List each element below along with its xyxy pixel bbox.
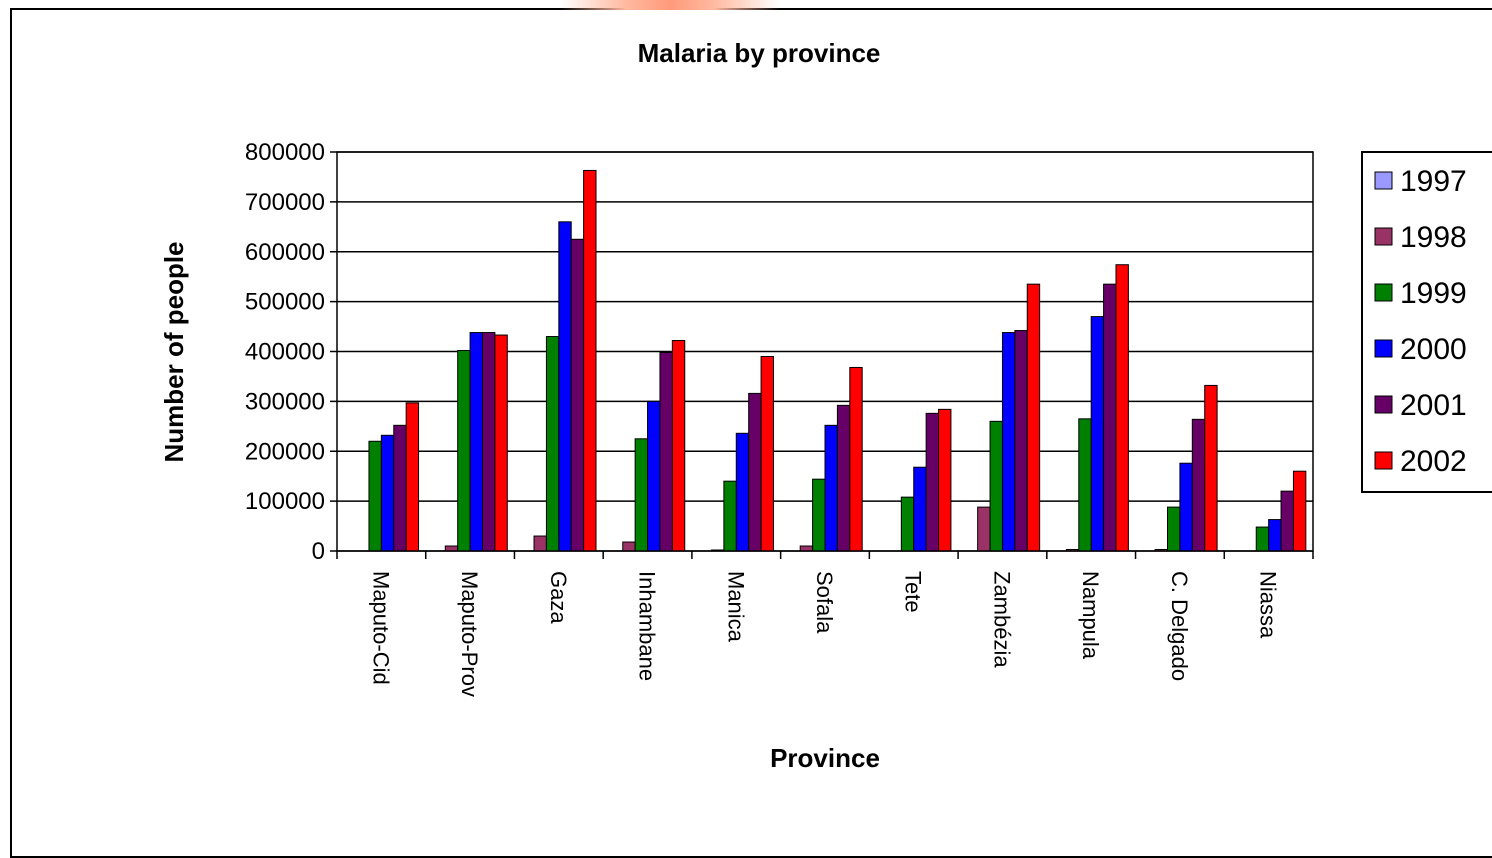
x-tick-label: C. Delgado xyxy=(1167,571,1192,681)
x-axis-label: Province xyxy=(770,743,880,773)
legend-swatch-2000 xyxy=(1374,339,1393,358)
bar-2002 xyxy=(849,366,863,552)
bar-2002 xyxy=(671,340,686,552)
bar-2001 xyxy=(393,424,407,552)
y-tick-label: 0 xyxy=(312,538,325,565)
bar-1998 xyxy=(533,535,547,552)
bar-2000 xyxy=(558,221,572,552)
bar-2001 xyxy=(659,351,673,552)
x-tick-label: Gaza xyxy=(546,571,571,624)
x-tick-label: Nampula xyxy=(1078,571,1103,660)
bar-2000 xyxy=(1268,519,1282,552)
bar-2002 xyxy=(1204,384,1218,552)
bar-2000 xyxy=(735,432,750,552)
y-tick-label: 800000 xyxy=(245,139,325,166)
legend-label-2002: 2002 xyxy=(1400,445,1467,478)
bar-2001 xyxy=(748,392,762,552)
legend-swatch-1997 xyxy=(1374,171,1393,190)
bar-2002 xyxy=(405,402,420,552)
bar-2000 xyxy=(469,332,483,552)
bar-1999 xyxy=(812,478,826,552)
y-tick-label: 500000 xyxy=(245,289,325,316)
x-tick-label: Maputo-Cid xyxy=(368,571,393,685)
bar-2001 xyxy=(481,332,496,552)
bar-1999 xyxy=(457,350,471,552)
bar-2002 xyxy=(938,408,952,552)
bar-2001 xyxy=(1103,283,1117,552)
bar-2000 xyxy=(647,400,661,552)
bar-1999 xyxy=(723,480,737,552)
bar-2000 xyxy=(824,424,838,552)
x-tick-label: Maputo-Prov xyxy=(457,571,482,697)
y-axis-label: Number of people xyxy=(159,241,189,462)
legend-swatch-2002 xyxy=(1374,451,1393,470)
bar-2001 xyxy=(836,404,851,552)
x-tick-label: Niassa xyxy=(1256,571,1281,639)
legend-label-1998: 1998 xyxy=(1400,221,1467,254)
x-tick-label: Sofala xyxy=(812,571,837,634)
bar-1999 xyxy=(1167,506,1181,552)
chart-title: Malaria by province xyxy=(638,38,881,68)
bar-1999 xyxy=(545,336,560,552)
bar-2000 xyxy=(380,434,395,552)
bar-1999 xyxy=(1078,418,1092,552)
bar-2001 xyxy=(570,238,585,552)
x-tick-label: Inhambane xyxy=(635,571,660,681)
bar-2001 xyxy=(1280,490,1294,552)
legend: 1997 1998 1999 2000 2001 2002 xyxy=(1361,151,1492,493)
bar-2001 xyxy=(925,412,940,552)
bar-1999 xyxy=(1255,526,1270,552)
y-tick-label: 100000 xyxy=(245,488,325,515)
y-tick-label: 400000 xyxy=(245,339,325,366)
axes: 0 100000 200000 300000 400000 500000 600000 700… xyxy=(245,139,1314,697)
legend-swatch-1999 xyxy=(1374,283,1393,302)
bar-2001 xyxy=(1014,330,1028,552)
bar-2002 xyxy=(1115,264,1129,552)
bar-2002 xyxy=(1026,283,1041,552)
bar-1999 xyxy=(368,440,382,552)
bar-2002 xyxy=(494,334,508,552)
legend-label-1999: 1999 xyxy=(1400,277,1467,310)
legend-swatch-1998 xyxy=(1374,227,1393,246)
bar-1999 xyxy=(900,496,915,552)
legend-label-1997: 1997 xyxy=(1400,165,1467,198)
bar-2000 xyxy=(913,466,927,552)
legend-label-2001: 2001 xyxy=(1400,389,1467,422)
x-tick-label: Zambézia xyxy=(989,571,1014,668)
bar-2002 xyxy=(1292,470,1307,552)
bar-2001 xyxy=(1191,418,1206,552)
y-tick-label: 200000 xyxy=(245,438,325,465)
decorative-glow xyxy=(560,0,780,10)
bar-2002 xyxy=(583,169,597,552)
y-tick-label: 300000 xyxy=(245,388,325,415)
legend-box xyxy=(1361,151,1492,493)
bar-1999 xyxy=(634,438,649,552)
x-tick-label: Manica xyxy=(723,571,748,643)
bar-2002 xyxy=(760,355,774,552)
bar-1998 xyxy=(622,541,636,552)
bar-2000 xyxy=(1001,332,1016,552)
y-tick-label: 600000 xyxy=(245,239,325,266)
bar-1998 xyxy=(977,506,991,552)
x-tick-label: Tete xyxy=(901,571,926,613)
legend-label-2000: 2000 xyxy=(1400,333,1467,366)
y-tick-label: 700000 xyxy=(245,189,325,216)
legend-swatch-2001 xyxy=(1374,395,1393,414)
bar-1999 xyxy=(989,420,1003,552)
bar-2000 xyxy=(1090,316,1105,552)
bar-2000 xyxy=(1179,462,1193,552)
